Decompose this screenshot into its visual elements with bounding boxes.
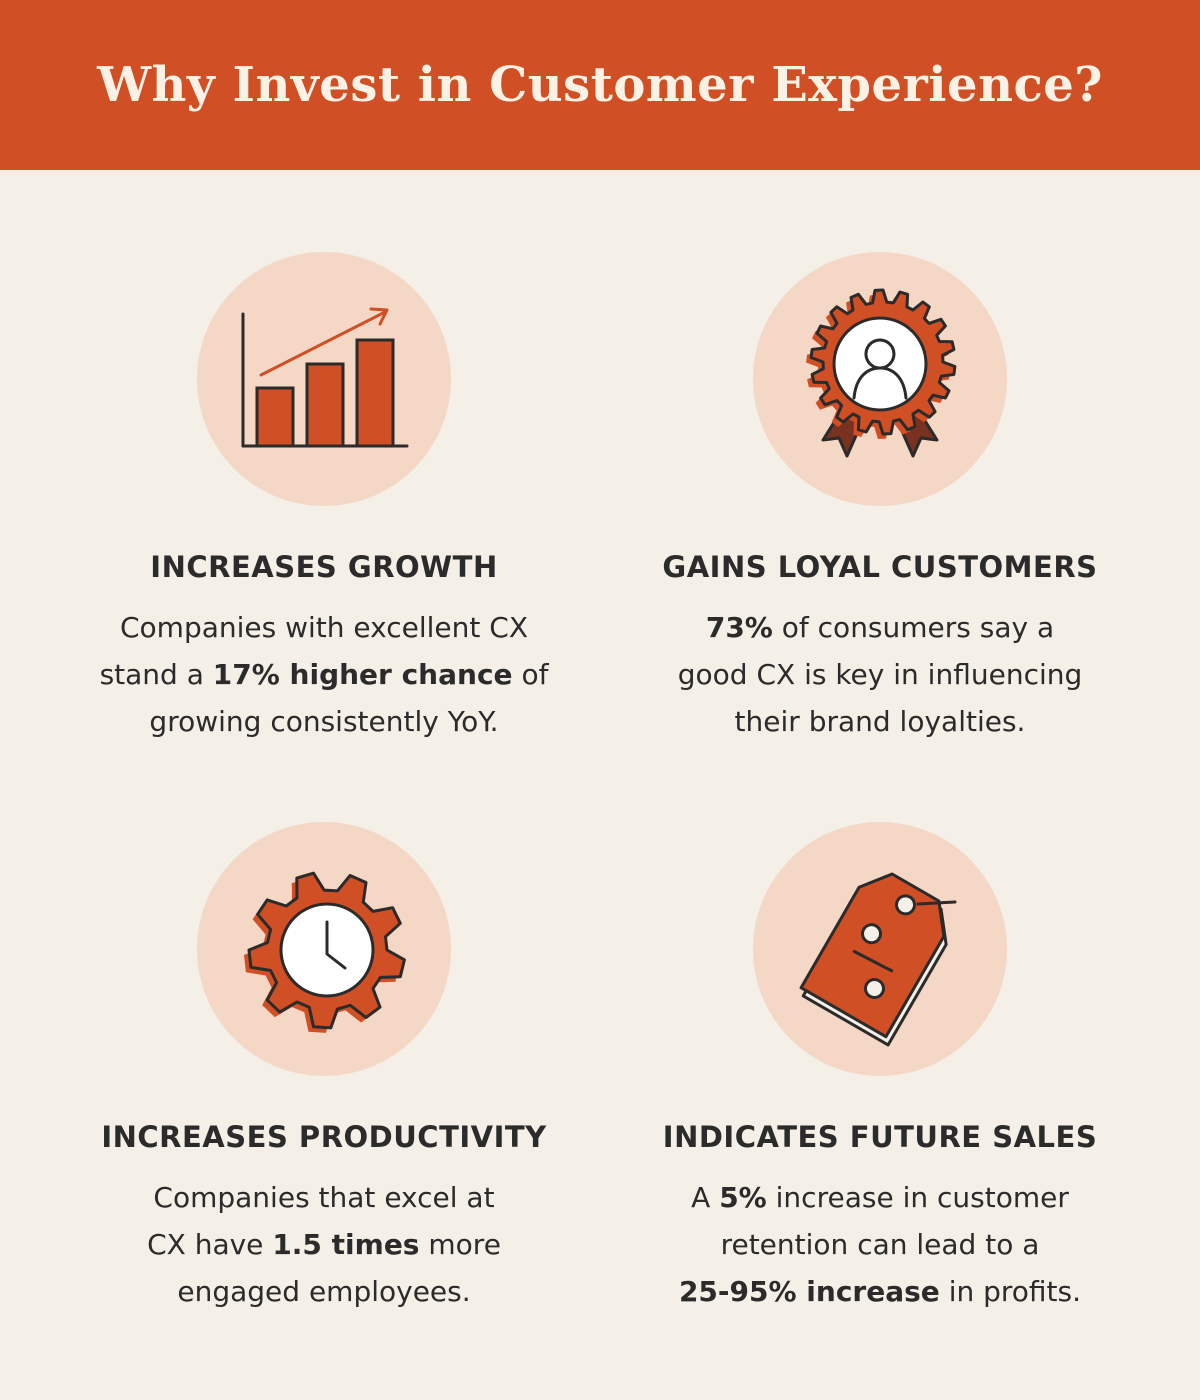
highlight-stat: 5% — [719, 1181, 767, 1214]
icon-circle — [197, 822, 451, 1076]
description-text: good CX is key in influencing — [677, 658, 1083, 691]
card-gains-loyal-customers: GAINS LOYAL CUSTOMERS 73% of consumers s… — [600, 252, 1160, 738]
description-line: A 5% increase in customer — [600, 1174, 1160, 1221]
card-title: INDICATES FUTURE SALES — [662, 1120, 1098, 1154]
description-line: their brand loyalties. — [600, 698, 1160, 745]
description-line: Companies that excel at — [44, 1174, 604, 1221]
description-text: CX have — [147, 1228, 273, 1261]
card-indicates-future-sales: INDICATES FUTURE SALES A 5% increase in … — [600, 822, 1160, 1308]
description-line: stand a 17% higher chance of — [44, 651, 604, 698]
description-line: CX have 1.5 times more — [44, 1221, 604, 1268]
bar-chart-growth-icon — [241, 307, 409, 448]
card-increases-productivity: INCREASES PRODUCTIVITY Companies that ex… — [44, 822, 604, 1308]
highlight-stat: 17% higher chance — [212, 658, 513, 691]
description-text: Companies that excel at — [153, 1181, 495, 1214]
card-description: Companies that excel at CX have 1.5 times… — [44, 1174, 604, 1315]
icon-circle — [197, 252, 451, 506]
description-line: Companies with excellent CX — [44, 604, 604, 651]
description-text: retention can lead to a — [720, 1228, 1040, 1261]
page-title: Why Invest in Customer Experience? — [97, 57, 1103, 113]
description-text: their brand loyalties. — [734, 705, 1026, 738]
description-line: 25-95% increase in profits. — [600, 1268, 1160, 1315]
description-text: increase in customer — [766, 1181, 1069, 1214]
description-text: more — [419, 1228, 501, 1261]
description-text: in profits. — [939, 1275, 1082, 1308]
description-line: good CX is key in influencing — [600, 651, 1160, 698]
card-description: A 5% increase in customer retention can l… — [600, 1174, 1160, 1315]
card-increases-growth: INCREASES GROWTH Companies with excellen… — [44, 252, 604, 738]
card-description: 73% of consumers say a good CX is key in … — [600, 604, 1160, 745]
description-line: growing consistently YoY. — [44, 698, 604, 745]
description-text: of — [512, 658, 549, 691]
description-line: retention can lead to a — [600, 1221, 1160, 1268]
icon-circle — [753, 822, 1007, 1076]
header-banner: Why Invest in Customer Experience? — [0, 0, 1200, 170]
description-line: 73% of consumers say a — [600, 604, 1160, 651]
award-badge-icon — [806, 288, 957, 458]
card-description: Companies with excellent CX stand a 17% h… — [44, 604, 604, 745]
description-line: engaged employees. — [44, 1268, 604, 1315]
card-title: INCREASES PRODUCTIVITY — [101, 1120, 547, 1154]
description-text: growing consistently YoY. — [149, 705, 499, 738]
gear-clock-icon — [244, 871, 406, 1033]
price-tag-icon — [799, 872, 957, 1047]
card-title: GAINS LOYAL CUSTOMERS — [662, 550, 1098, 584]
description-text: of consumers say a — [772, 611, 1055, 644]
highlight-stat: 73% — [705, 611, 773, 644]
icon-circle — [753, 252, 1007, 506]
description-text: stand a — [99, 658, 213, 691]
description-text: Companies with excellent CX — [119, 611, 528, 644]
highlight-stat: 1.5 times — [272, 1228, 420, 1261]
highlight-stat: 25-95% increase — [678, 1275, 940, 1308]
description-text: A — [691, 1181, 720, 1214]
description-text: engaged employees. — [177, 1275, 471, 1308]
card-title: INCREASES GROWTH — [150, 550, 498, 584]
